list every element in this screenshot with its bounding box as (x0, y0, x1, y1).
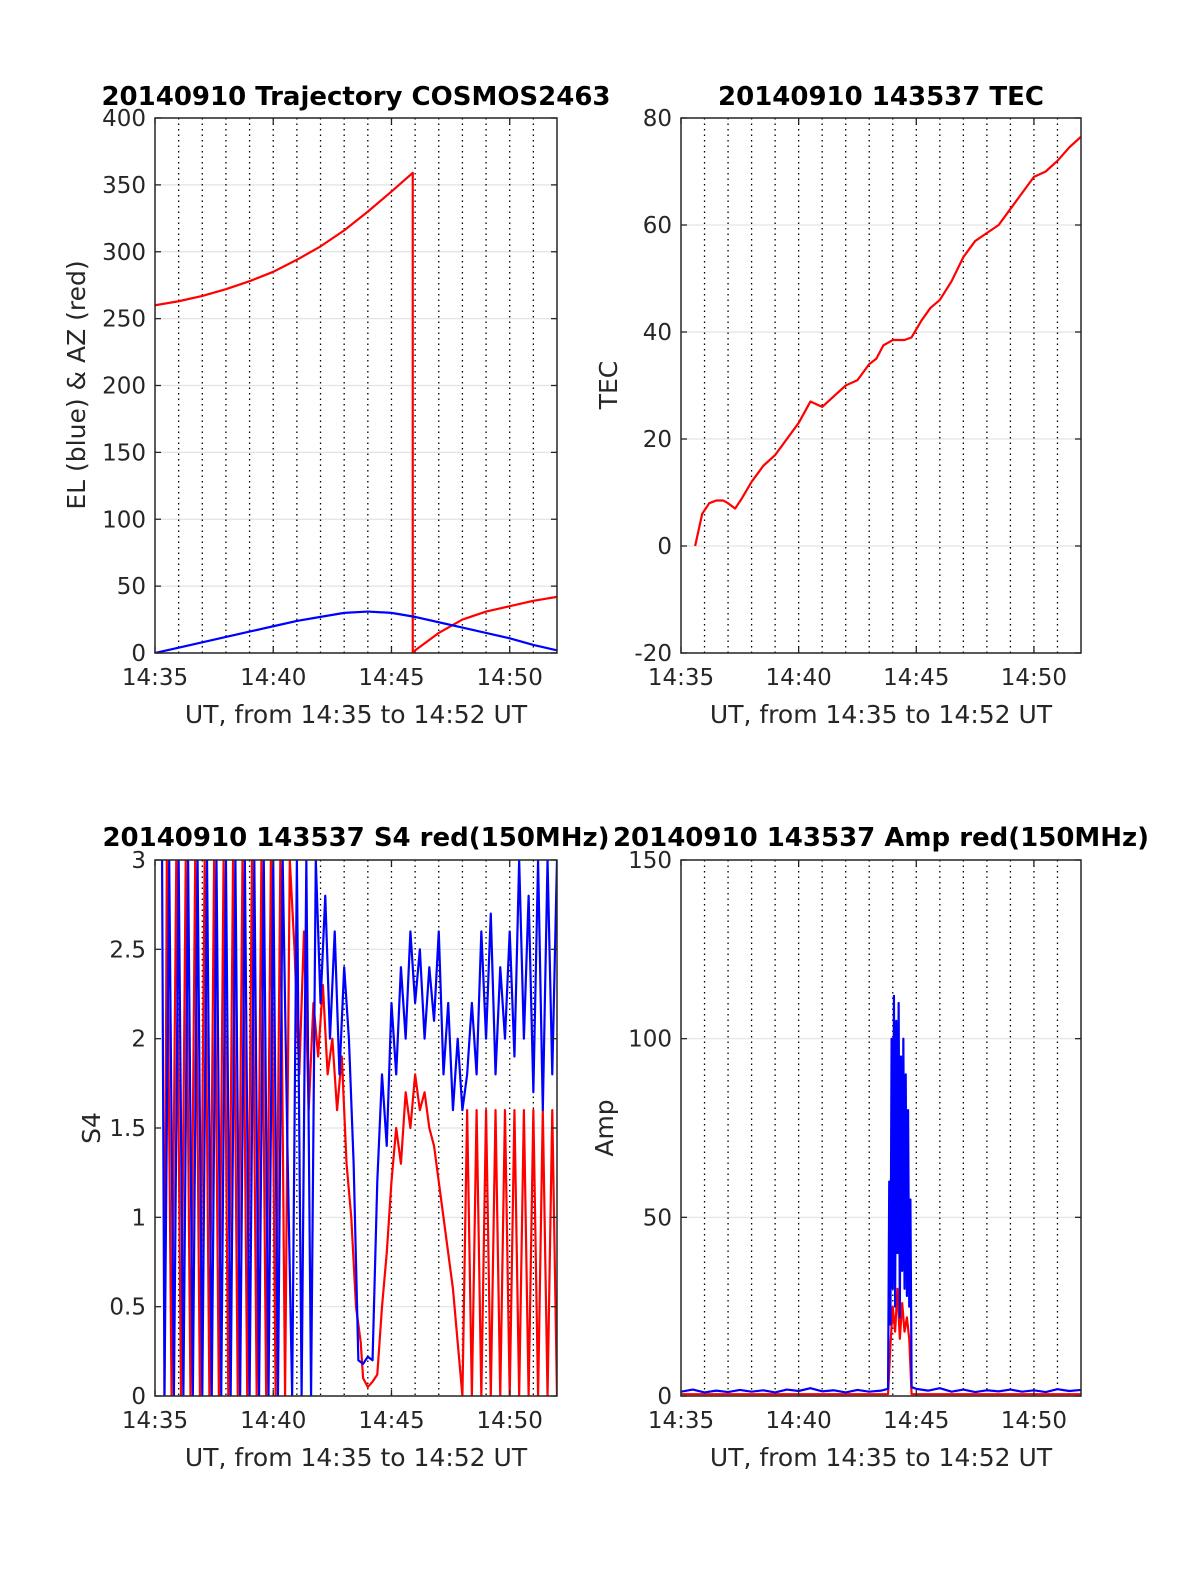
series-line-red (163, 860, 557, 1396)
y-axis-label: EL (blue) & AZ (red) (62, 260, 91, 509)
x-axis-label: UT, from 14:35 to 14:52 UT (185, 1443, 528, 1472)
y-tick-label: 50 (117, 574, 146, 600)
x-tick-label: 14:45 (358, 665, 424, 691)
amp-plot-area: 14:35 14:40 14:45 14:50 0 50 100 150 (628, 848, 1082, 1434)
x-tick-label: 14:50 (1001, 665, 1067, 691)
plot-background (681, 860, 1081, 1396)
y-tick-label: 250 (102, 307, 146, 333)
y-tick-label: 100 (102, 507, 146, 533)
panel-title: 20140910 143537 S4 red(150MHz) (102, 823, 609, 853)
x-axis-label: UT, from 14:35 to 14:52 UT (710, 700, 1053, 729)
series-line-red (681, 1287, 1081, 1396)
y-tick-label: 2.5 (109, 937, 146, 963)
y-tick-label: 0 (657, 1384, 672, 1410)
x-axis-label: UT, from 14:35 to 14:52 UT (710, 1443, 1053, 1472)
series-group (160, 860, 557, 1396)
y-tick-label: 20 (643, 427, 672, 453)
panel-tec: 20140910 143537 TEC 14:35 14:40 14:45 14:50… (594, 82, 1082, 729)
y-axis-label: Amp (590, 1099, 619, 1156)
x-tick-label: 14:35 (122, 665, 188, 691)
panel-amp: 20140910 143537 Amp red(150MHz) 14:35 14:… (590, 823, 1149, 1472)
y-tick-label: -20 (634, 641, 672, 667)
x-tick-label: 14:40 (765, 1408, 831, 1434)
x-axis-label: UT, from 14:35 to 14:52 UT (185, 700, 528, 729)
y-tick-label: 80 (643, 106, 672, 132)
series-line-blue (155, 610, 557, 653)
y-tick-label: 60 (643, 213, 672, 239)
y-tick-label: 1 (131, 1205, 146, 1231)
x-tick-label: 14:50 (477, 1408, 543, 1434)
trajectory-plot-area: 14:35 14:40 14:45 14:50 0 50 100 150 200 250 300 35… (102, 106, 558, 691)
y-tick-label: 150 (102, 440, 146, 466)
panel-title: 20140910 143537 Amp red(150MHz) (613, 823, 1149, 853)
axes-box (680, 859, 1082, 1397)
series-group (155, 171, 557, 653)
x-tick-label: 14:50 (1001, 1408, 1067, 1434)
x-tick-label: 14:40 (240, 1408, 306, 1434)
axes-box (680, 117, 1082, 654)
y-tick-label: 40 (643, 320, 672, 346)
y-tick-label: 50 (643, 1205, 672, 1231)
y-axis-label: TEC (594, 361, 623, 411)
tec-plot-area: 14:35 14:40 14:45 14:50 -20 0 20 40 60 80 (634, 106, 1082, 691)
x-tick-label: 14:35 (122, 1408, 188, 1434)
series-line-blue (681, 994, 1081, 1394)
x-tick-label: 14:40 (765, 665, 831, 691)
y-tick-label: 200 (102, 374, 146, 400)
x-tick-label: 14:40 (240, 665, 306, 691)
panel-title: 20140910 Trajectory COSMOS2463 (101, 82, 610, 112)
y-tick-label: 0 (131, 641, 146, 667)
x-tick-label: 14:45 (358, 1408, 424, 1434)
plot-background (681, 118, 1081, 653)
y-tick-label: 1.5 (109, 1116, 146, 1142)
series-group (681, 994, 1081, 1396)
panel-trajectory: 20140910 Trajectory COSMOS2463 14:35 14:4… (62, 82, 611, 729)
series-line-red (694, 135, 1081, 547)
series-line-blue (160, 860, 557, 1396)
y-tick-label: 2 (131, 1027, 146, 1053)
x-tick-label: 14:35 (648, 665, 714, 691)
panel-title: 20140910 143537 TEC (718, 82, 1044, 112)
y-axis-label: S4 (77, 1112, 106, 1144)
y-tick-label: 300 (102, 240, 146, 266)
series-group (694, 135, 1081, 547)
y-tick-label: 0.5 (109, 1295, 146, 1321)
y-tick-label: 150 (628, 848, 672, 874)
series-line-red (155, 171, 557, 653)
x-tick-label: 14:50 (477, 665, 543, 691)
y-tick-label: 0 (657, 534, 672, 560)
x-tick-label: 14:35 (648, 1408, 714, 1434)
x-tick-label: 14:45 (883, 665, 949, 691)
y-tick-label: 100 (628, 1027, 672, 1053)
panel-s4: 20140910 143537 S4 red(150MHz) 14:35 14:4… (77, 823, 610, 1472)
y-tick-label: 3 (131, 848, 146, 874)
y-tick-label: 350 (102, 173, 146, 199)
y-tick-label: 400 (102, 106, 146, 132)
x-tick-label: 14:45 (883, 1408, 949, 1434)
s4-plot-area: 14:35 14:40 14:45 14:50 0 0.5 1 1.5 2 2.5 3 (109, 848, 558, 1434)
y-tick-label: 0 (131, 1384, 146, 1410)
